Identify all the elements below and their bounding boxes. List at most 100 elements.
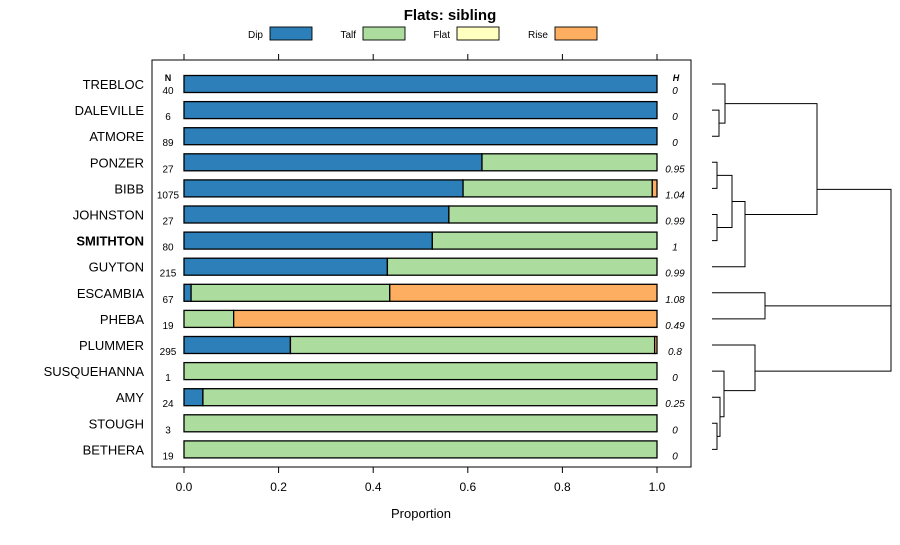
n-column-header: N: [165, 73, 172, 83]
dendrogram-branch-7: [712, 292, 766, 320]
bar-segment-daleville-dip: [183, 100, 658, 120]
legend-swatch-rise: [554, 26, 598, 41]
bar-segment-bibb-rise: [651, 179, 658, 198]
x-axis-label: Proportion: [391, 506, 451, 521]
h-value-stough: 0: [672, 425, 678, 436]
category-label-atmore: ATMORE: [89, 129, 144, 144]
bar-segment-guyton-talf: [386, 257, 658, 276]
legend-swatch-dip: [269, 26, 313, 41]
chart-title: Flats: sibling: [404, 7, 497, 24]
n-value-guyton: 215: [160, 269, 177, 280]
bar-segment-smithton-dip: [183, 231, 433, 250]
legend-label-flat: Flat: [433, 30, 450, 41]
h-value-plummer: 0.8: [668, 347, 682, 358]
bar-segment-plummer-dip: [183, 335, 292, 355]
dendrogram-branch-11: [712, 344, 756, 392]
bar-segment-smithton-talf: [431, 231, 658, 250]
n-value-plummer: 295: [160, 347, 177, 358]
h-value-johnston: 0.99: [665, 217, 685, 228]
bar-segment-atmore-dip: [183, 127, 658, 146]
h-value-ponzer: 0.95: [665, 164, 685, 175]
category-label-stough: STOUGH: [89, 416, 144, 431]
plot-frame: [151, 59, 692, 468]
bar-segment-johnston-dip: [183, 205, 450, 224]
h-value-daleville: 0: [672, 112, 678, 123]
dendrogram-branch-8: [712, 422, 718, 450]
x-tick-label-3: 0.6: [459, 480, 476, 494]
category-label-pheba: PHEBA: [100, 312, 144, 327]
category-label-amy: AMY: [116, 390, 145, 405]
dendrogram-branch-6: [725, 103, 818, 215]
legend-swatch-talf: [362, 26, 406, 41]
h-value-bibb: 1.04: [665, 190, 685, 201]
bar-segment-trebloc-dip: [183, 74, 658, 94]
n-value-trebloc: 40: [162, 86, 174, 97]
dendrogram-branch-5: [712, 200, 746, 268]
dendrogram-branch-0: [712, 109, 720, 137]
bar-segment-susquehanna-talf: [183, 361, 658, 381]
bar-segment-bibb-talf: [462, 179, 653, 198]
h-value-escambia: 1.08: [665, 295, 685, 306]
n-value-bethera: 19: [162, 451, 174, 462]
dendrogram-branch-9: [712, 396, 721, 437]
h-value-smithton: 1: [672, 243, 678, 254]
category-label-plummer: PLUMMER: [79, 338, 144, 353]
legend-label-talf: Talf: [340, 30, 356, 41]
x-tick-label-2: 0.4: [365, 480, 382, 494]
h-value-susquehanna: 0: [672, 373, 678, 384]
category-label-susquehanna: SUSQUEHANNA: [44, 364, 145, 379]
n-value-stough: 3: [165, 425, 171, 436]
n-value-smithton: 80: [162, 243, 174, 254]
legend-label-rise: Rise: [528, 30, 548, 41]
category-label-johnston: JOHNSTON: [73, 208, 144, 223]
category-label-ponzer: PONZER: [90, 155, 144, 170]
n-value-daleville: 6: [165, 112, 171, 123]
bar-segment-plummer-talf: [289, 335, 656, 355]
n-value-pheba: 19: [162, 321, 174, 332]
bar-segment-escambia-talf: [190, 283, 391, 302]
h-value-atmore: 0: [672, 138, 678, 149]
dendrogram-branch-2: [712, 161, 718, 189]
bar-segment-amy-dip: [183, 388, 204, 407]
x-tick-label-5: 1.0: [649, 480, 666, 494]
n-value-susquehanna: 1: [165, 373, 171, 384]
bar-segment-ponzer-dip: [183, 153, 483, 172]
h-value-pheba: 0.49: [665, 321, 685, 332]
h-value-bethera: 0: [672, 451, 678, 462]
n-value-ponzer: 27: [162, 164, 174, 175]
dendrogram-branch-12: [755, 305, 892, 372]
n-value-johnston: 27: [162, 217, 174, 228]
category-label-bibb: BIBB: [114, 181, 144, 196]
bar-segment-plummer-rise: [653, 335, 658, 355]
category-label-daleville: DALEVILLE: [75, 103, 145, 118]
bar-segment-pheba-rise: [233, 309, 658, 329]
bar-segment-guyton-dip: [183, 257, 389, 276]
category-label-trebloc: TREBLOC: [83, 77, 144, 92]
dendrogram-branch-13: [817, 188, 892, 327]
dendrogram-branch-3: [712, 214, 718, 242]
bar-segment-amy-talf: [202, 388, 658, 407]
bar-segment-bethera-talf: [183, 440, 658, 459]
n-value-escambia: 67: [162, 295, 174, 306]
bar-segment-johnston-talf: [448, 205, 658, 224]
n-value-amy: 24: [162, 399, 174, 410]
category-label-escambia: ESCAMBIA: [77, 286, 145, 301]
bar-segment-pheba-talf: [183, 309, 235, 329]
bar-segment-escambia-dip: [183, 283, 192, 302]
n-value-atmore: 89: [162, 138, 174, 149]
legend-swatch-flat: [456, 26, 500, 41]
n-value-bibb: 1075: [157, 190, 180, 201]
category-label-guyton: GUYTON: [89, 260, 144, 275]
x-tick-label-4: 0.8: [554, 480, 571, 494]
category-label-bethera: BETHERA: [83, 442, 145, 457]
h-value-trebloc: 0: [672, 86, 678, 97]
bar-segment-stough-talf: [183, 414, 658, 433]
bar-segment-escambia-rise: [389, 283, 658, 302]
category-label-smithton: SMITHTON: [76, 234, 144, 249]
h-column-header: H: [673, 73, 680, 83]
x-tick-label-0: 0.0: [176, 480, 193, 494]
h-value-guyton: 0.99: [665, 269, 685, 280]
bar-segment-bibb-dip: [183, 179, 464, 198]
